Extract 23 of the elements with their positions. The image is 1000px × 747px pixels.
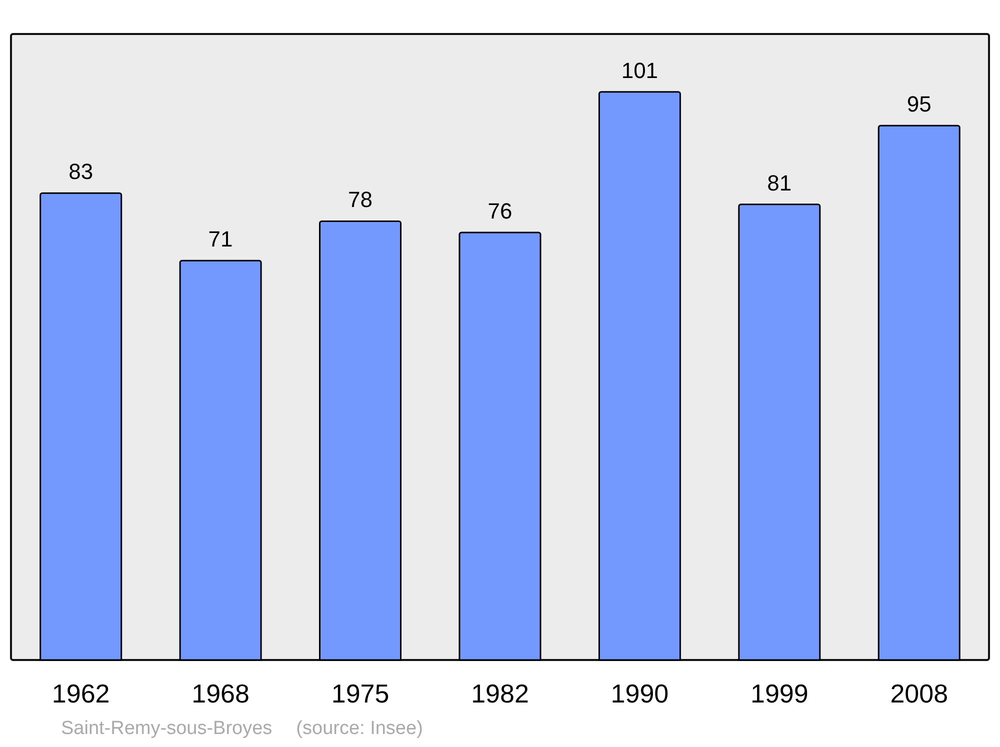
x-tick-label: 1982 bbox=[471, 678, 529, 708]
bar bbox=[598, 91, 681, 661]
data-label: 76 bbox=[488, 198, 512, 224]
text: (source: Insee) bbox=[296, 718, 423, 739]
data-label: 78 bbox=[348, 187, 373, 212]
data-label: 101 bbox=[621, 58, 658, 83]
x-tick-label: 2008 bbox=[890, 678, 948, 708]
data-label: 81 bbox=[767, 170, 792, 196]
bar bbox=[738, 204, 821, 661]
bar bbox=[40, 192, 122, 661]
bar bbox=[179, 260, 262, 661]
data-label: 83 bbox=[68, 159, 94, 184]
x-tick-label: 1968 bbox=[192, 678, 250, 708]
bar bbox=[458, 232, 542, 661]
x-tick-label: 1962 bbox=[52, 678, 110, 708]
bar bbox=[319, 220, 402, 661]
text: Saint-Remy-sous-Broyes bbox=[61, 718, 272, 739]
bar bbox=[878, 124, 960, 661]
x-tick-label: 1975 bbox=[331, 678, 390, 708]
data-label: 71 bbox=[208, 226, 233, 252]
x-tick-label: 1990 bbox=[610, 678, 669, 708]
data-label: 95 bbox=[906, 92, 932, 117]
x-tick-label: 1999 bbox=[750, 678, 808, 708]
